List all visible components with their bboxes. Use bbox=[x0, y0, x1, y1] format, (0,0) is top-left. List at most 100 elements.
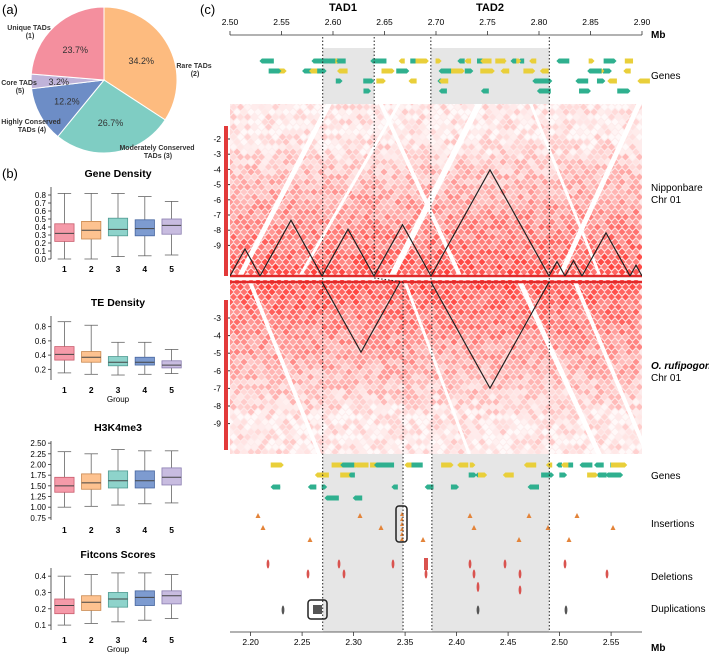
heatmap-cell bbox=[258, 263, 265, 271]
heatmap-cell bbox=[464, 158, 472, 166]
heatmap-cell bbox=[489, 333, 496, 341]
heatmap-cell bbox=[485, 248, 493, 256]
heatmap-cell bbox=[513, 128, 521, 136]
heatmap-cell bbox=[265, 233, 272, 241]
heatmap-cell bbox=[408, 188, 416, 196]
heatmap-cell bbox=[559, 123, 566, 131]
heatmap-cell bbox=[377, 213, 384, 221]
heatmap-cell bbox=[576, 348, 584, 356]
scale-tick-label: -7 bbox=[213, 210, 221, 220]
heatmap-cell bbox=[230, 248, 234, 256]
heatmap-cell bbox=[251, 323, 258, 331]
y-tick-label: 1.75 bbox=[30, 471, 46, 480]
heatmap-cell bbox=[282, 228, 290, 236]
heatmap-cell bbox=[373, 308, 381, 316]
heatmap-cell bbox=[286, 263, 293, 271]
heatmap-cell bbox=[555, 198, 563, 206]
heatmap-cell bbox=[541, 218, 549, 226]
heatmap-cell bbox=[230, 198, 234, 206]
heatmap-cell bbox=[373, 248, 381, 256]
heatmap-cell bbox=[415, 348, 423, 356]
heatmap-cell bbox=[503, 303, 510, 311]
heatmap-cell bbox=[454, 213, 461, 221]
heatmap-cell bbox=[464, 268, 472, 276]
heatmap-cell bbox=[608, 143, 615, 151]
heatmap-cell bbox=[384, 293, 391, 301]
heatmap-cell bbox=[636, 133, 642, 141]
heatmap-cell bbox=[331, 198, 339, 206]
heatmap-cell bbox=[338, 268, 346, 276]
gene-feature bbox=[398, 58, 405, 64]
heatmap-cell bbox=[391, 153, 398, 161]
heatmap-cell bbox=[466, 104, 470, 106]
heatmap-cell bbox=[275, 138, 283, 146]
heatmap-cell bbox=[503, 323, 510, 331]
heatmap-cell bbox=[300, 323, 307, 331]
heatmap-cell bbox=[503, 163, 510, 171]
heatmap-cell bbox=[384, 183, 391, 191]
heatmap-cell bbox=[366, 298, 374, 306]
heatmap-cell bbox=[247, 358, 255, 366]
heatmap-cell bbox=[230, 188, 234, 196]
heatmap-cell bbox=[625, 148, 633, 156]
heatmap-cell bbox=[293, 113, 300, 121]
heatmap-cell bbox=[230, 118, 234, 126]
heatmap-cell bbox=[618, 298, 626, 306]
heatmap-cell bbox=[359, 118, 367, 126]
y-tick-label: 0.8 bbox=[35, 323, 47, 332]
heatmap-cell bbox=[303, 288, 311, 296]
heatmap-cell bbox=[580, 113, 587, 121]
heatmap-cell bbox=[415, 148, 423, 156]
heatmap-cell bbox=[377, 283, 384, 291]
heatmap-cell bbox=[237, 333, 244, 341]
heatmap-cell bbox=[240, 168, 248, 176]
heatmap-cell bbox=[534, 178, 542, 186]
heatmap-cell bbox=[615, 293, 622, 301]
heatmap-cell bbox=[601, 263, 608, 271]
heatmap-cell bbox=[408, 268, 416, 276]
heatmap-cell bbox=[471, 158, 479, 166]
heatmap-cell bbox=[468, 293, 475, 301]
heatmap-cell bbox=[545, 203, 552, 211]
heatmap-cell bbox=[478, 228, 486, 236]
y-tick-label: 0.6 bbox=[35, 207, 47, 216]
heatmap-cell bbox=[272, 163, 279, 171]
heatmap-cell bbox=[622, 183, 629, 191]
heatmap-cell bbox=[279, 173, 286, 181]
heatmap-cell bbox=[268, 108, 276, 116]
heatmap-cell bbox=[398, 313, 405, 321]
heatmap-cell bbox=[338, 168, 346, 176]
heatmap-cell bbox=[541, 238, 549, 246]
pie-pct-label: 12.2% bbox=[54, 96, 80, 106]
heatmap-cell bbox=[230, 104, 237, 111]
heatmap-cell bbox=[349, 193, 356, 201]
heatmap-cell bbox=[256, 104, 260, 106]
heatmap-cell bbox=[307, 343, 314, 351]
heatmap-cell bbox=[622, 213, 629, 221]
heatmap-cell bbox=[247, 128, 255, 136]
heatmap-cell bbox=[338, 298, 346, 306]
pie-slice-moderately-conserved-tads bbox=[57, 79, 166, 154]
heatmap-cell bbox=[282, 118, 290, 126]
heatmap-cell bbox=[482, 343, 489, 351]
heatmap-cell bbox=[377, 263, 384, 271]
heatmap-cell bbox=[412, 263, 419, 271]
heatmap-cell bbox=[366, 208, 374, 216]
heatmap-cell bbox=[426, 223, 433, 231]
heatmap-cell bbox=[307, 313, 314, 321]
heatmap-cell bbox=[412, 213, 419, 221]
heatmap-cell bbox=[370, 133, 377, 141]
x-tick-label: 2 bbox=[89, 525, 94, 535]
heatmap-cell bbox=[265, 183, 272, 191]
heatmap-cell bbox=[254, 218, 262, 226]
heatmap-cell bbox=[331, 328, 339, 336]
heatmap-cell bbox=[492, 208, 500, 216]
heatmap-cell bbox=[541, 288, 549, 296]
heatmap-cell bbox=[296, 188, 304, 196]
heatmap-cell bbox=[608, 333, 615, 341]
heatmap-cell bbox=[310, 238, 318, 246]
heatmap-cell bbox=[254, 248, 262, 256]
heatmap-cell bbox=[520, 138, 528, 146]
heatmap-cell bbox=[314, 303, 321, 311]
heatmap-cell bbox=[380, 318, 388, 326]
